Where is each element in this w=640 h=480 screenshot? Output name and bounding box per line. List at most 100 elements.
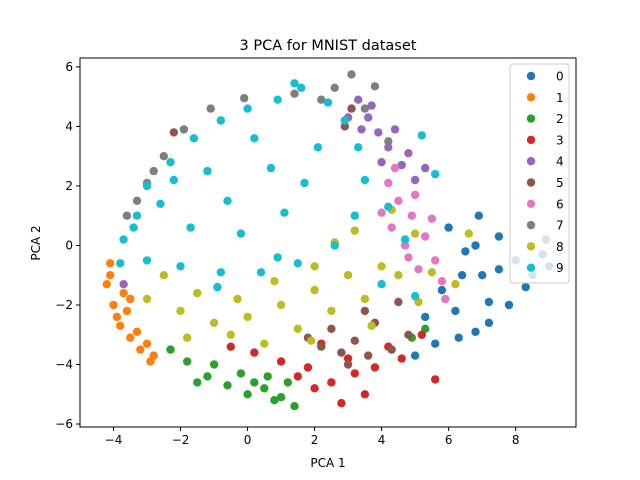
point-7-10 [384,137,393,146]
point-6-6 [377,208,386,217]
point-8-3 [243,312,252,322]
point-8-17 [360,294,370,304]
point-3-8 [343,354,353,363]
y-tick-label: −2 [55,298,73,312]
point-1-0 [102,280,112,289]
point-6-3 [421,232,430,241]
point-0-0 [451,306,460,316]
point-8-15 [293,324,302,333]
point-2-13 [270,396,279,405]
point-1-8 [122,306,132,316]
point-9-0 [119,235,128,244]
point-8-8 [410,229,420,238]
point-5-1 [350,336,359,345]
point-2-11 [209,360,219,369]
point-9-28 [250,134,259,143]
point-2-16 [193,378,202,387]
point-8-22 [270,277,279,286]
series-1 [102,259,158,366]
point-9-16 [256,268,266,277]
point-2-7 [236,369,246,378]
legend-marker [526,114,536,123]
legend-label: 6 [556,197,564,211]
point-9-2 [142,181,152,191]
legend-item-9: 9 [526,261,564,275]
y-tick-label: 6 [65,60,73,74]
point-5-10 [364,351,373,360]
point-3-11 [397,354,406,363]
point-2-3 [243,390,252,399]
point-6-4 [431,256,440,265]
point-8-6 [343,271,353,280]
point-9-10 [340,116,349,125]
point-8-23 [233,294,242,304]
legend-marker [526,157,536,166]
point-9-12 [360,175,370,185]
point-8-9 [451,280,460,289]
point-5-4 [337,348,346,357]
point-6-8 [414,265,423,274]
point-3-5 [370,363,380,372]
point-7-0 [347,70,356,79]
legend-label: 1 [556,91,564,105]
point-8-11 [159,271,168,280]
point-0-11 [410,351,420,360]
point-8-20 [350,226,359,235]
point-1-9 [132,327,142,336]
x-axis-label: PCA 1 [310,456,345,470]
legend-box [509,63,570,284]
point-2-8 [263,372,272,381]
point-7-5 [206,104,215,113]
point-3-9 [293,372,302,381]
point-4-10 [357,125,366,134]
x-tick-label: 6 [445,433,453,447]
y-axis-label: PCA 2 [29,225,43,260]
point-1-2 [116,321,125,330]
series-7 [122,70,393,220]
point-9-26 [313,143,323,152]
point-9-35 [417,131,426,140]
point-6-5 [437,277,447,286]
legend-marker [526,220,536,230]
point-8-27 [307,336,316,345]
legend-marker [526,93,536,102]
point-9-5 [216,116,225,125]
point-5-0 [327,324,336,333]
point-0-23 [471,241,480,250]
point-4-11 [377,158,386,167]
point-6-0 [384,178,393,188]
legend-marker [526,71,536,81]
legend-item-0: 0 [526,70,564,84]
point-0-20 [457,271,467,280]
point-7-4 [240,94,249,103]
point-9-23 [223,196,232,205]
point-8-14 [260,339,269,348]
point-0-4 [461,247,470,256]
point-1-3 [126,333,135,342]
point-1-4 [136,345,145,354]
point-5-5 [360,306,370,316]
point-2-5 [276,393,286,402]
point-9-14 [330,241,339,250]
point-8-28 [183,333,192,342]
x-tick-label: −2 [172,433,190,447]
point-1-6 [106,271,115,280]
legend-label: 0 [556,70,564,84]
legend-item-1: 1 [526,91,564,105]
point-9-13 [350,211,359,220]
point-8-16 [327,306,336,316]
point-8-12 [193,288,202,298]
legend-item-8: 8 [526,240,564,254]
legend-marker [526,135,536,145]
legend-label: 9 [556,261,564,275]
y-axis-ticks: −6 −4 −2 0 2 4 6 [55,60,80,431]
point-0-6 [474,211,483,220]
point-4-3 [384,143,393,152]
point-9-1 [132,211,142,220]
point-0-5 [494,232,504,241]
point-3-12 [431,375,440,384]
point-9-41 [290,79,299,88]
point-6-10 [427,214,437,223]
point-7-12 [317,95,326,104]
